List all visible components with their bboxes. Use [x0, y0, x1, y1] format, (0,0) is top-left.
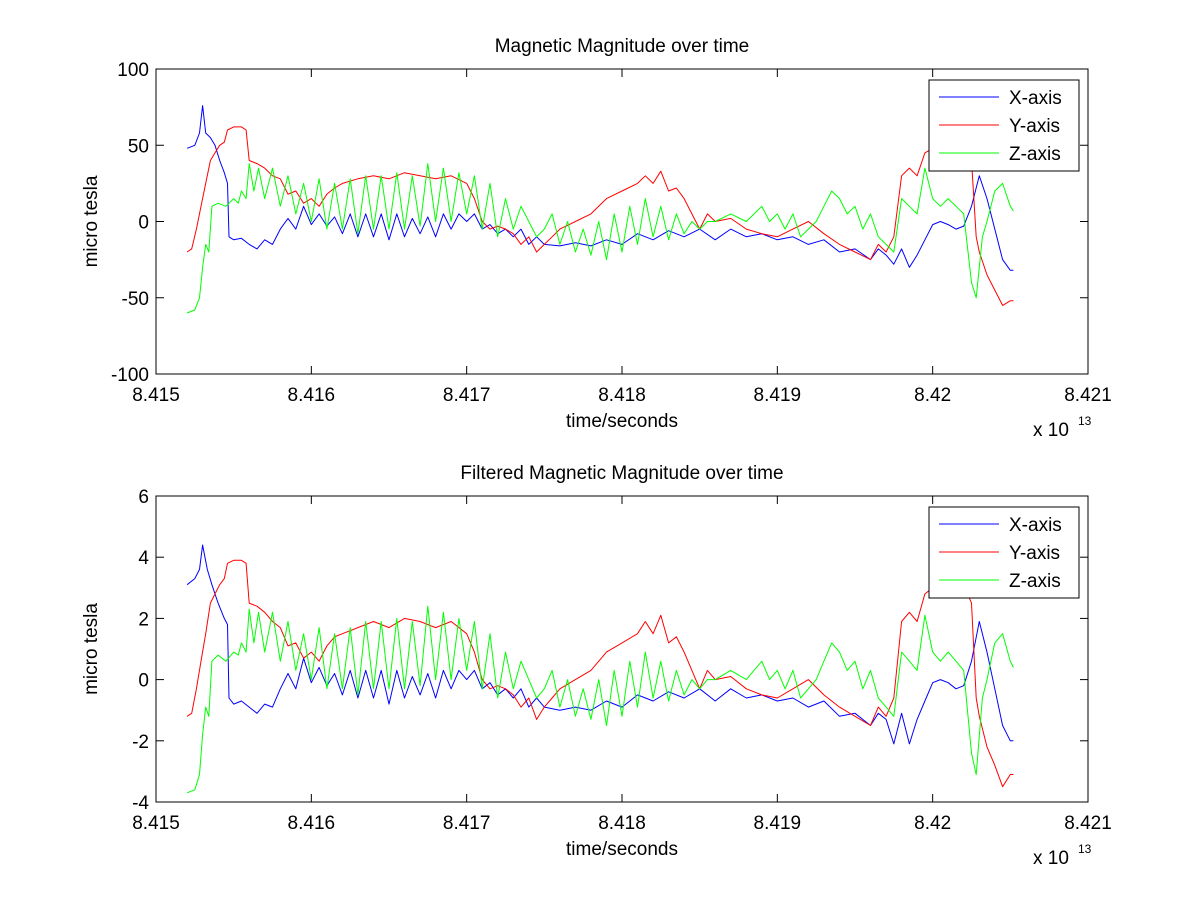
y-tick-label: 2: [138, 609, 149, 630]
x-multiplier-exponent: 13: [1078, 414, 1092, 428]
x-tick-label: 8.418: [598, 813, 646, 834]
x-tick-label: 8.42: [914, 813, 951, 834]
y-tick-label: 100: [117, 60, 149, 81]
y-tick-label: 0: [138, 671, 149, 692]
x-tick-label: 8.419: [754, 813, 802, 834]
series-line-x-axis: [186, 105, 1014, 271]
x-multiplier-exponent: 13: [1078, 842, 1092, 856]
legend-label: Y-axis: [1009, 543, 1060, 564]
chart-title: Magnetic Magnitude over time: [495, 36, 750, 57]
chart-2: Filtered Magnetic Magnitude over time 8.4…: [81, 463, 1112, 869]
y-tick-label: 6: [138, 487, 149, 508]
series-line-z-axis: [186, 605, 1014, 794]
x-tick-label: 8.421: [1064, 813, 1112, 834]
y-tick-label: -4: [132, 793, 149, 814]
x-tick-label: 8.419: [754, 385, 802, 406]
x-tick-label: 8.417: [443, 385, 491, 406]
y-tick-label: -100: [111, 365, 149, 386]
x-tick-label: 8.42: [914, 385, 951, 406]
x-tick-label: 8.418: [598, 385, 646, 406]
series-group: [186, 544, 1014, 794]
legend-label: Z-axis: [1009, 144, 1061, 165]
chart-1: Magnetic Magnitude over time 8.415 8.416 8.…: [81, 36, 1112, 441]
x-axis-label: time/seconds: [566, 839, 678, 860]
x-tick-label: 8.417: [443, 813, 491, 834]
legend: X-axis Y-axis Z-axis: [928, 506, 1080, 599]
x-tick-label: 8.415: [132, 385, 180, 406]
legend-label: X-axis: [1009, 88, 1062, 109]
x-tick-label: 8.416: [288, 813, 336, 834]
legend-label: Z-axis: [1009, 571, 1061, 592]
x-tick-label: 8.421: [1064, 385, 1112, 406]
y-axis-label: micro tesla: [81, 175, 102, 267]
series-line-y-axis: [186, 559, 1014, 788]
y-tick-label: 50: [128, 136, 149, 157]
y-tick-label: -50: [122, 289, 149, 310]
y-tick-label: 4: [138, 548, 149, 569]
y-tick-label: 0: [138, 213, 149, 234]
y-axis-label: micro tesla: [81, 603, 102, 695]
series-line-y-axis: [186, 126, 1014, 306]
x-multiplier: x 10: [1033, 420, 1069, 441]
series-group: [186, 105, 1014, 314]
x-tick-label: 8.415: [132, 813, 180, 834]
legend: X-axis Y-axis Z-axis: [928, 79, 1080, 172]
legend-label: X-axis: [1009, 515, 1062, 536]
y-tick-label: -2: [132, 732, 149, 753]
x-axis-label: time/seconds: [566, 411, 678, 432]
chart-title: Filtered Magnetic Magnitude over time: [460, 463, 783, 484]
series-line-z-axis: [186, 163, 1014, 314]
legend-label: Y-axis: [1009, 116, 1060, 137]
x-multiplier: x 10: [1033, 848, 1069, 869]
x-tick-label: 8.416: [288, 385, 336, 406]
